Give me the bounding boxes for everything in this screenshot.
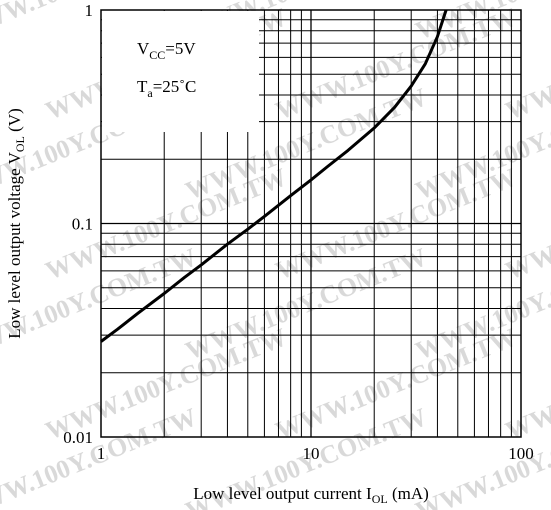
legend-vcc: VCC=5V bbox=[137, 39, 196, 62]
legend-vcc-sub: CC bbox=[149, 48, 165, 62]
y-tick-label: 0.01 bbox=[63, 428, 93, 447]
legend-ta-rest: =25˚C bbox=[153, 77, 197, 96]
tick-labels: 1 10 100 0.01 0.1 1 bbox=[63, 1, 534, 463]
legend-ta-sub: a bbox=[147, 86, 153, 100]
x-tick-label: 10 bbox=[303, 444, 320, 463]
x-axis-label-sub: OL bbox=[372, 492, 388, 506]
series-line bbox=[100, 9, 448, 343]
x-axis-label: Low level output current IOL (mA) bbox=[193, 484, 429, 506]
x-tick-label: 1 bbox=[97, 444, 106, 463]
x-tick-label: 100 bbox=[508, 444, 534, 463]
y-axis-label: Low level output voltage VOL (V) bbox=[5, 108, 27, 339]
legend-vcc-rest: =5V bbox=[165, 39, 196, 58]
legend-ta: Ta=25˚C bbox=[137, 77, 196, 100]
legend-box: VCC=5V Ta=25˚C bbox=[102, 11, 259, 132]
x-axis-label-unit: (mA) bbox=[388, 484, 429, 503]
y-tick-label: 1 bbox=[85, 1, 94, 20]
legend-vcc-main: V bbox=[137, 39, 150, 58]
y-tick-label: 0.1 bbox=[72, 215, 93, 234]
y-axis-label-sub: OL bbox=[13, 136, 27, 152]
legend-ta-main: T bbox=[137, 77, 148, 96]
y-axis-label-unit: (V) bbox=[5, 108, 24, 136]
x-axis-label-main: Low level output current I bbox=[193, 484, 372, 503]
y-axis-label-main: Low level output voltage V bbox=[5, 151, 24, 338]
chart-grid bbox=[101, 10, 521, 437]
plot-frame bbox=[100, 9, 522, 438]
